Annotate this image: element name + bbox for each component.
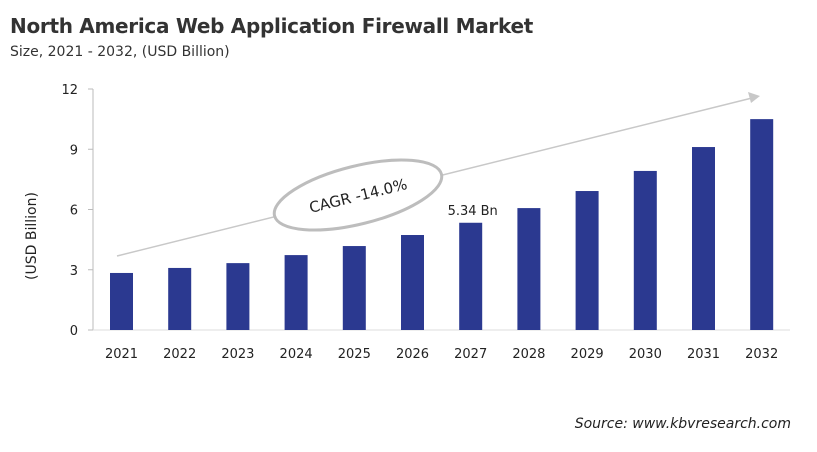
source-note: Source: www.kbvresearch.com bbox=[574, 416, 791, 432]
bar-2024 bbox=[284, 255, 308, 330]
y-tick-label: 0 bbox=[70, 324, 78, 339]
x-tick-label: 2026 bbox=[396, 347, 429, 362]
y-tick-label: 9 bbox=[70, 143, 78, 158]
bar-2021 bbox=[110, 272, 133, 330]
y-tick-label: 3 bbox=[70, 264, 78, 279]
x-tick-label: 2030 bbox=[629, 347, 662, 362]
bar-2023 bbox=[226, 263, 250, 330]
x-tick-label: 2025 bbox=[338, 347, 371, 362]
bar-2025 bbox=[342, 246, 366, 330]
x-tick-label: 2031 bbox=[687, 347, 720, 362]
x-tick-label: 2029 bbox=[571, 347, 604, 362]
x-tick-label: 2022 bbox=[163, 347, 196, 362]
bar-2029 bbox=[575, 191, 599, 330]
chart-title: North America Web Application Firewall M… bbox=[10, 14, 533, 38]
y-tick-label: 12 bbox=[61, 83, 78, 98]
bar-2031 bbox=[692, 147, 715, 330]
bar-2030 bbox=[633, 170, 657, 330]
x-tick-label: 2021 bbox=[105, 347, 138, 362]
cagr-ellipse bbox=[272, 158, 444, 232]
trend-arrowhead-icon bbox=[748, 92, 760, 103]
y-axis-label: (USD Billion) bbox=[24, 192, 40, 280]
x-tick-label: 2028 bbox=[512, 347, 545, 362]
bar-2022 bbox=[168, 267, 192, 330]
bar-2027 bbox=[459, 222, 483, 330]
bar-2026 bbox=[401, 235, 424, 330]
data-label-2027: 5.34 Bn bbox=[448, 204, 498, 219]
bar-2032 bbox=[750, 119, 774, 330]
y-tick-label: 6 bbox=[70, 204, 78, 219]
x-tick-label: 2024 bbox=[280, 347, 313, 362]
x-tick-label: 2032 bbox=[745, 347, 778, 362]
x-tick-label: 2027 bbox=[454, 347, 487, 362]
chart-subtitle: Size, 2021 - 2032, (USD Billion) bbox=[10, 44, 230, 60]
x-tick-label: 2023 bbox=[221, 347, 254, 362]
bar-2028 bbox=[517, 208, 541, 330]
